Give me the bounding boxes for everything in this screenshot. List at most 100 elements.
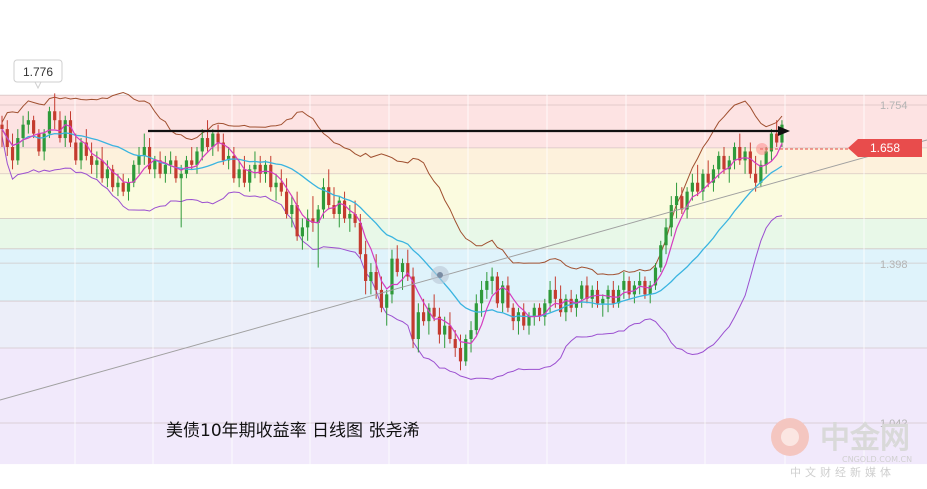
candle-body (227, 155, 231, 161)
candle-body (32, 120, 36, 134)
background-zones (0, 94, 927, 465)
candle-body (595, 289, 600, 304)
bollinger-bands (1, 91, 783, 380)
candle-body (16, 138, 20, 161)
candle-body (327, 187, 331, 206)
candle-body (659, 245, 663, 268)
upper-band-line (1, 91, 783, 276)
y-tick-label: 1.398 (880, 259, 908, 271)
candle-body (553, 289, 557, 299)
candle-body (79, 142, 83, 161)
ma-fast-line (1, 124, 783, 345)
y-axis-labels: 1.754 1.398 1.042 (880, 100, 908, 430)
fib-zone (0, 218, 927, 249)
price-tag: 1.658 (848, 139, 922, 157)
candle-body (295, 205, 299, 237)
candle-body (37, 133, 41, 152)
candle-body (495, 276, 499, 304)
candle-body (674, 196, 679, 206)
candle-body (532, 307, 536, 317)
brand-name: 中金网 (820, 421, 910, 456)
candle-body (211, 133, 215, 147)
candle-body (342, 200, 347, 219)
candle-body (390, 258, 394, 295)
candle-body (21, 124, 25, 139)
candle-body (464, 339, 468, 362)
high-marker-label: 1.776 (23, 65, 53, 79)
candle-body (190, 160, 194, 165)
fib-zone (0, 347, 927, 465)
candle-body (358, 222, 362, 255)
candle-body (221, 142, 225, 161)
candle-body (42, 133, 46, 152)
candle-body (369, 272, 373, 281)
candle-body (232, 155, 236, 179)
candle-body (685, 191, 689, 210)
candle-body (58, 120, 62, 139)
overlay-lines (0, 124, 927, 401)
candle-body (590, 289, 594, 299)
candle-body (379, 289, 384, 308)
candle-body (706, 173, 710, 183)
brand-tagline: 中文财经新媒体 (790, 465, 895, 479)
candle-body (422, 312, 426, 322)
candle-body (516, 312, 521, 322)
candle-body (10, 146, 15, 161)
candle-body (754, 173, 758, 183)
candle-body (690, 182, 694, 192)
candle-body (169, 160, 173, 165)
candle-body (416, 312, 420, 340)
fib-zone (0, 173, 927, 219)
candle-body (200, 138, 204, 152)
candle-body (353, 213, 357, 223)
candle-body (332, 205, 336, 214)
candle-body (764, 151, 768, 165)
candle-body (437, 316, 442, 335)
candle-body (511, 307, 515, 322)
candle-body (105, 169, 109, 179)
candle-body (0, 124, 4, 130)
candle-body (47, 111, 52, 134)
candle-body (269, 164, 273, 188)
candle-body (111, 169, 115, 188)
candle-body (543, 303, 547, 317)
candle-body (548, 289, 552, 304)
candle-body (364, 254, 368, 281)
candle-body (580, 285, 584, 299)
candle-body (490, 276, 494, 281)
fib-zone (0, 301, 927, 348)
high-marker: 1.776 (13, 59, 63, 90)
candle-body (727, 160, 731, 170)
y-tick-label: 1.754 (880, 100, 908, 112)
candle-body (321, 187, 326, 210)
candle-body (137, 155, 141, 165)
fib-zone (0, 95, 927, 148)
candle-body (432, 307, 436, 317)
candle-body (126, 182, 131, 192)
candle-body (606, 289, 610, 299)
brand-watermark: 中金网 CNGOLD.COM.CN 中文财经新媒体 (771, 418, 912, 479)
candles (0, 93, 784, 371)
crosshair-dot (437, 272, 443, 278)
candle-body (205, 138, 210, 147)
candle-body (474, 303, 478, 331)
candle-body (717, 155, 721, 170)
candle-body (443, 325, 447, 335)
candle-body (68, 120, 73, 143)
candle-body (163, 164, 167, 174)
candle-body (374, 272, 378, 290)
candle-body (242, 169, 247, 183)
brand-site: CNGOLD.COM.CN (842, 455, 912, 464)
candle-body (258, 164, 262, 174)
candle-body (74, 142, 78, 161)
candle-body (337, 200, 341, 214)
lower-band-line (1, 135, 783, 380)
candle-body (743, 151, 747, 161)
candle-body (601, 298, 605, 304)
candle-body (89, 155, 94, 165)
candle-body (284, 191, 289, 214)
candle-body (300, 227, 304, 237)
candle-body (237, 169, 241, 179)
